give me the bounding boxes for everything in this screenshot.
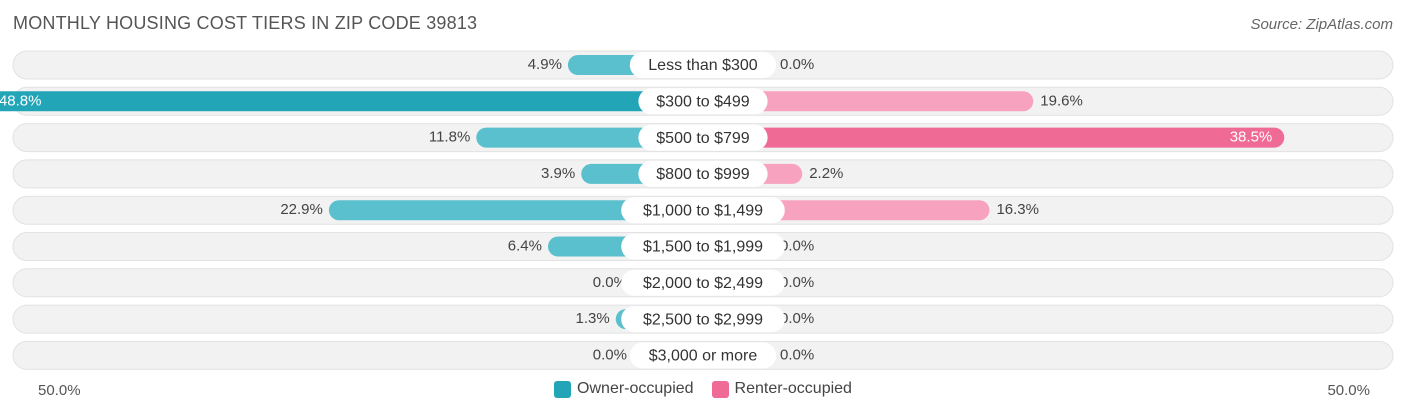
owner-value-label: 22.9% [280,201,323,218]
chart-title: MONTHLY HOUSING COST TIERS IN ZIP CODE 3… [13,13,478,33]
legend-item-renter[interactable]: Renter-occupied [711,380,852,398]
owner-bar [328,200,703,221]
category-label: $800 to $999 [656,166,750,183]
owner-value-label: 3.9% [541,165,575,182]
category-label: $2,000 to $2,499 [643,275,763,292]
legend-item-owner[interactable]: Owner-occupied [554,380,694,398]
owner-bar [0,91,703,112]
owner-value-label: 11.8% [429,129,470,146]
category-pill [629,52,777,78]
legend: Owner-occupied Renter-occupied [0,380,1406,398]
legend-owner-label: Owner-occupied [577,380,694,397]
owner-value-label: 48.8% [0,92,41,109]
category-pill [638,124,768,151]
owner-swatch [554,380,572,398]
renter-value-label: 0.0% [780,56,814,73]
owner-value-label: 4.9% [528,56,562,73]
renter-value-label: 16.3% [996,201,1039,218]
category-pill [629,342,777,369]
renter-value-label: 0.0% [780,274,814,291]
owner-value-label: 1.3% [576,310,610,327]
source-text: Source: ZipAtlas.com [1250,16,1393,33]
renter-value-label: 38.5% [1230,129,1273,146]
axis-left-label: 50.0% [38,382,81,399]
category-label: $3,000 or more [649,348,758,365]
category-label: $1,000 to $1,499 [643,202,763,219]
renter-bar [703,91,1034,112]
renter-value-label: 0.0% [780,346,814,363]
category-pill [621,197,785,224]
category-pill [621,269,785,296]
renter-value-label: 0.0% [780,237,814,254]
category-pill [621,306,785,333]
renter-swatch [711,380,729,398]
category-label: $300 to $499 [656,94,750,111]
renter-value-label: 19.6% [1040,92,1083,109]
category-label: $2,500 to $2,999 [643,311,763,328]
owner-value-label: 0.0% [593,274,627,291]
renter-bar [703,127,1285,148]
renter-value-label: 2.2% [809,165,843,182]
category-label: $500 to $799 [656,130,750,147]
category-pill [621,233,785,260]
renter-value-label: 0.0% [780,310,814,327]
category-label: Less than $300 [648,57,758,74]
category-pill [638,160,768,187]
axis-right-label: 50.0% [1327,382,1370,399]
owner-value-label: 0.0% [593,346,627,363]
owner-value-label: 6.4% [508,237,542,254]
legend-renter-label: Renter-occupied [734,380,852,397]
category-pill [638,88,768,115]
category-label: $1,500 to $1,999 [643,239,763,256]
